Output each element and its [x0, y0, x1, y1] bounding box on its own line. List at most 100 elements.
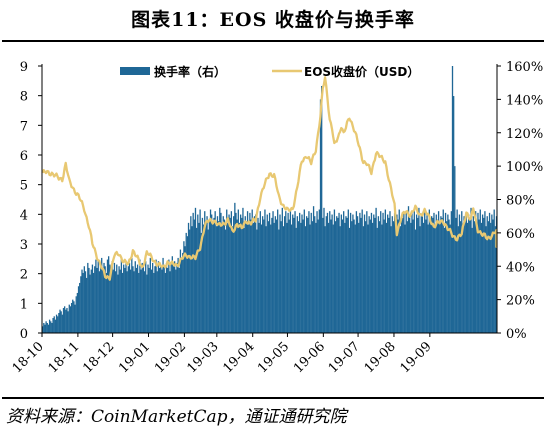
- turnover-bar: [327, 222, 330, 333]
- turnover-bar: [83, 266, 85, 333]
- turnover-bar: [112, 269, 114, 333]
- turnover-bar: [47, 324, 50, 333]
- turnover-bar: [458, 214, 461, 333]
- turnover-bar: [303, 209, 305, 333]
- turnover-bar: [307, 217, 309, 333]
- turnover-bar: [484, 211, 486, 333]
- turnover-bar: [58, 312, 60, 333]
- turnover-bar: [160, 264, 162, 333]
- source-note: 资料来源：CoinMarketCap，通证通研究院: [6, 407, 347, 427]
- turnover-bar: [456, 209, 458, 333]
- turnover-bar: [186, 236, 189, 333]
- turnover-bar: [302, 219, 304, 333]
- turnover-bar: [213, 217, 215, 333]
- turnover-bar: [481, 214, 484, 333]
- turnover-bar: [219, 207, 221, 333]
- left-tick-label: 5: [20, 179, 28, 194]
- turnover-bar: [435, 214, 437, 333]
- turnover-bar: [154, 266, 156, 333]
- turnover-bar: [190, 216, 192, 333]
- left-tick-label: 1: [20, 297, 28, 312]
- turnover-bar: [256, 229, 258, 333]
- turnover-bar: [475, 211, 477, 333]
- turnover-bar: [305, 216, 308, 333]
- turnover-bar: [369, 219, 371, 333]
- turnover-bar: [175, 269, 177, 333]
- turnover-bar: [352, 214, 354, 333]
- source-rule: [2, 397, 544, 399]
- turnover-bar: [249, 212, 251, 333]
- turnover-bar: [459, 221, 462, 333]
- turnover-bar: [363, 214, 366, 333]
- turnover-bar: [104, 266, 106, 333]
- turnover-bar: [123, 264, 125, 333]
- turnover-bar: [248, 224, 250, 333]
- turnover-bar: [292, 214, 294, 333]
- turnover-bar: [492, 219, 494, 333]
- turnover-bar: [129, 269, 132, 333]
- turnover-bar: [238, 222, 241, 333]
- turnover-bar: [414, 229, 417, 333]
- turnover-bar: [443, 227, 446, 333]
- turnover-bar: [388, 217, 390, 333]
- turnover-bar: [271, 217, 273, 333]
- legend-label-price: EOS收盘价（USD）: [304, 64, 419, 79]
- turnover-bar: [52, 317, 54, 333]
- turnover-bar: [184, 246, 186, 333]
- turnover-bar: [194, 207, 197, 333]
- turnover-bar: [334, 221, 337, 333]
- turnover-bar: [77, 286, 80, 333]
- turnover-bar: [368, 216, 370, 333]
- turnover-bar: [157, 261, 160, 333]
- price-line: [41, 76, 498, 281]
- chart-svg: 0 1 2 3 4 5 6 7 8 9 0% 20% 40% 60% 80% 100% 120% 140% 160%…: [10, 60, 543, 376]
- turnover-bar: [361, 209, 363, 333]
- turnover-bar: [274, 216, 277, 333]
- turnover-bar: [72, 299, 74, 334]
- turnover-bar: [109, 264, 111, 333]
- legend: 换手率（右） EOS收盘价（USD）: [120, 64, 419, 79]
- turnover-bar: [42, 326, 44, 333]
- turnover-bar: [215, 226, 217, 333]
- turnover-bar: [440, 216, 442, 333]
- turnover-bar: [351, 221, 353, 333]
- turnover-bar: [127, 266, 129, 333]
- turnover-bar: [59, 309, 61, 333]
- turnover-bar: [387, 214, 389, 333]
- turnover-bar: [436, 219, 439, 333]
- turnover-bar: [156, 271, 158, 333]
- turnover-bar: [198, 222, 200, 333]
- turnover-bar: [380, 211, 382, 333]
- turnover-bar: [244, 216, 246, 333]
- x-tick-label: 19-03: [185, 339, 222, 376]
- turnover-bar: [246, 211, 249, 333]
- turnover-bar: [242, 207, 244, 333]
- turnover-bar: [228, 214, 230, 333]
- turnover-bar: [44, 324, 46, 333]
- legend-swatch-turnover: [120, 67, 150, 75]
- turnover-bar: [260, 224, 263, 333]
- turnover-bar: [209, 209, 212, 333]
- turnover-bar: [187, 222, 190, 333]
- turnover-bar: [293, 217, 295, 333]
- right-tick-label: 0%: [506, 327, 527, 342]
- turnover-bar: [168, 259, 170, 333]
- turnover-bar: [95, 259, 97, 333]
- turnover-bar: [192, 212, 194, 333]
- turnover-bar: [68, 304, 70, 333]
- turnover-bar: [478, 219, 480, 333]
- turnover-bar: [191, 226, 193, 333]
- turnover-bar: [164, 272, 167, 333]
- turnover-bar: [250, 219, 252, 333]
- turnover-bar: [132, 266, 134, 333]
- turnover-bar: [224, 229, 227, 333]
- turnover-bar: [466, 222, 469, 333]
- turnover-bar: [182, 252, 184, 333]
- turnover-bar: [312, 206, 315, 333]
- turnover-bar: [125, 261, 127, 333]
- turnover-bar: [253, 216, 256, 333]
- turnover-bar: [185, 232, 187, 334]
- turnover-bar: [226, 209, 228, 333]
- turnover-bar: [336, 216, 338, 333]
- turnover-bar: [134, 261, 136, 333]
